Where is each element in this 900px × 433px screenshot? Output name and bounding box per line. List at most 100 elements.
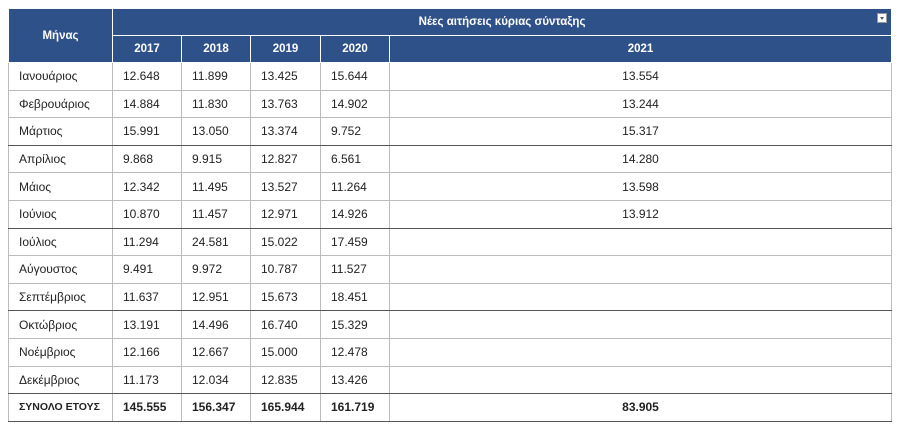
- month-cell: Νοέμβριος: [8, 337, 113, 367]
- value-cell: 12.034: [181, 365, 251, 395]
- value-cell: 15.000: [250, 337, 321, 367]
- table-head: Μήνας Νέες αιτήσεις κύριας σύνταξης 2017…: [8, 8, 892, 63]
- table-row: Μάρτιος 15.991 13.050 13.374 9.752 15.317: [8, 117, 892, 146]
- table-row: Ιανουάριος 12.648 11.899 13.425 15.644 13.554: [8, 62, 892, 91]
- value-cell: [389, 337, 892, 367]
- value-cell: 14.884: [112, 89, 182, 119]
- month-cell: Απρίλιος: [8, 144, 113, 174]
- year-header: 2020: [320, 35, 390, 63]
- year-header: 2021: [389, 35, 892, 63]
- value-cell: 15.022: [250, 227, 321, 257]
- value-cell: 12.667: [181, 337, 251, 367]
- year-header: 2018: [181, 35, 251, 63]
- title: Νέες αιτήσεις κύριας σύνταξης: [418, 16, 586, 28]
- table-row: Μάιος 12.342 11.495 13.527 11.264 13.598: [8, 172, 892, 201]
- month-header: Μήνας: [8, 8, 113, 63]
- value-cell: [389, 365, 892, 395]
- value-cell: 11.294: [112, 227, 182, 257]
- total-cell: 161.719: [320, 393, 390, 422]
- value-cell: 11.457: [181, 199, 251, 229]
- total-cell: 145.555: [112, 393, 182, 422]
- value-cell: 15.329: [320, 310, 390, 339]
- value-cell: 15.317: [389, 117, 892, 146]
- month-cell: Ιούλιος: [8, 227, 113, 257]
- value-cell: 17.459: [320, 227, 390, 257]
- value-cell: 13.912: [389, 199, 892, 229]
- years-row: 2017 2018 2019 2020 2021: [9, 35, 892, 63]
- value-cell: 14.496: [181, 310, 251, 339]
- value-cell: 13.244: [389, 89, 892, 119]
- value-cell: 12.166: [112, 337, 182, 367]
- month-cell: Μάρτιος: [8, 117, 113, 146]
- month-cell: Μάιος: [8, 172, 113, 201]
- value-cell: 13.374: [250, 117, 321, 146]
- title-header: Νέες αιτήσεις κύριας σύνταξης: [112, 8, 892, 36]
- value-cell: 9.972: [181, 255, 251, 284]
- month-cell: Ιούνιος: [8, 199, 113, 229]
- value-cell: 13.554: [389, 62, 892, 91]
- value-cell: 13.050: [181, 117, 251, 146]
- value-cell: [389, 282, 892, 312]
- month-cell: Οκτώβριος: [8, 310, 113, 339]
- value-cell: 14.926: [320, 199, 390, 229]
- value-cell: 9.868: [112, 144, 182, 174]
- month-cell: Σεπτέμβριος: [8, 282, 113, 312]
- table-row: Απρίλιος 9.868 9.915 12.827 6.561 14.280: [8, 144, 892, 174]
- value-cell: 14.280: [389, 144, 892, 174]
- value-cell: 11.527: [320, 255, 390, 284]
- value-cell: 13.425: [250, 62, 321, 91]
- value-cell: 12.827: [250, 144, 321, 174]
- month-cell: Δεκέμβριος: [8, 365, 113, 395]
- table-row: Δεκέμβριος 11.173 12.034 12.835 13.426: [8, 365, 892, 395]
- total-cell: 156.347: [181, 393, 251, 422]
- table-row: Οκτώβριος 13.191 14.496 16.740 15.329: [8, 310, 892, 339]
- month-cell: Φεβρουάριος: [8, 89, 113, 119]
- year-header: 2019: [250, 35, 321, 63]
- value-cell: 9.491: [112, 255, 182, 284]
- table-row: Ιούνιος 10.870 11.457 12.971 14.926 13.912: [8, 199, 892, 229]
- data-table: Μήνας Νέες αιτήσεις κύριας σύνταξης 2017…: [8, 8, 892, 422]
- table-row: Νοέμβριος 12.166 12.667 15.000 12.478: [8, 337, 892, 367]
- value-cell: 11.830: [181, 89, 251, 119]
- table-body: Ιανουάριος 12.648 11.899 13.425 15.644 13.554…: [8, 62, 892, 422]
- value-cell: 12.971: [250, 199, 321, 229]
- year-header: 2017: [112, 35, 182, 63]
- table-row: Φεβρουάριος 14.884 11.830 13.763 14.902 13.24…: [8, 89, 892, 119]
- value-cell: 13.763: [250, 89, 321, 119]
- value-cell: 9.752: [320, 117, 390, 146]
- value-cell: 9.915: [181, 144, 251, 174]
- value-cell: 15.991: [112, 117, 182, 146]
- value-cell: 12.478: [320, 337, 390, 367]
- value-cell: [389, 310, 892, 339]
- value-cell: 12.835: [250, 365, 321, 395]
- total-row: ΣΥΝΟΛΟ ΕΤΟΥΣ 145.555 156.347 165.944 161.719…: [8, 393, 892, 422]
- value-cell: 11.495: [181, 172, 251, 201]
- total-cell: 165.944: [250, 393, 321, 422]
- value-cell: 24.581: [181, 227, 251, 257]
- value-cell: [389, 227, 892, 257]
- value-cell: 13.426: [320, 365, 390, 395]
- month-cell: Αύγουστος: [8, 255, 113, 284]
- value-cell: [389, 255, 892, 284]
- table-row: Αύγουστος 9.491 9.972 10.787 11.527: [8, 255, 892, 284]
- value-cell: 11.264: [320, 172, 390, 201]
- filter-button[interactable]: [877, 13, 887, 23]
- value-cell: 10.787: [250, 255, 321, 284]
- value-cell: 15.673: [250, 282, 321, 312]
- total-label: ΣΥΝΟΛΟ ΕΤΟΥΣ: [8, 393, 113, 422]
- table-row: Σεπτέμβριος 11.637 12.951 15.673 18.451: [8, 282, 892, 312]
- value-cell: 12.648: [112, 62, 182, 91]
- value-cell: 13.598: [389, 172, 892, 201]
- value-cell: 13.191: [112, 310, 182, 339]
- value-cell: 6.561: [320, 144, 390, 174]
- value-cell: 13.527: [250, 172, 321, 201]
- value-cell: 16.740: [250, 310, 321, 339]
- table-row: Ιούλιος 11.294 24.581 15.022 17.459: [8, 227, 892, 257]
- month-cell: Ιανουάριος: [8, 62, 113, 91]
- value-cell: 11.637: [112, 282, 182, 312]
- total-cell: 83.905: [389, 393, 892, 422]
- value-cell: 11.173: [112, 365, 182, 395]
- value-cell: 12.342: [112, 172, 182, 201]
- value-cell: 12.951: [181, 282, 251, 312]
